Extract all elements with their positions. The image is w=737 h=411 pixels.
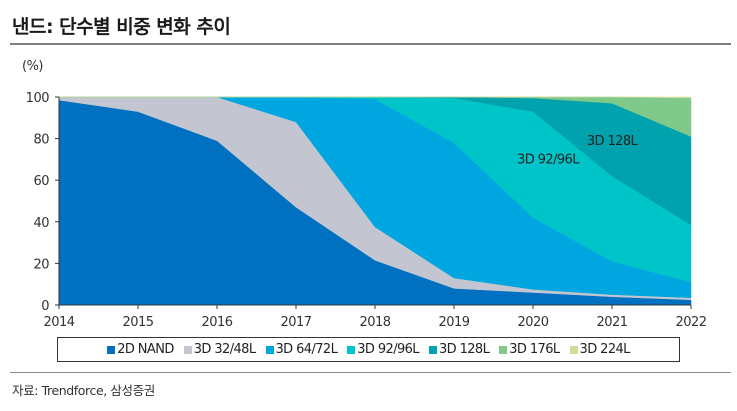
- legend-item-3d-128l: 3D 128L: [428, 342, 490, 357]
- legend-swatch: [499, 345, 508, 354]
- y-tick-label: 60: [33, 174, 49, 189]
- legend-swatch: [428, 345, 437, 354]
- legend-swatch: [183, 345, 192, 354]
- y-tick-label: 0: [41, 299, 49, 314]
- source-note: 자료: Trendforce, 삼성증권: [12, 383, 155, 398]
- x-tick-label: 2014: [43, 315, 74, 330]
- stacked-area-chart: (%) 0 20 40 60 80 100 2014 2015 2016 2017 2018 2019…: [22, 59, 707, 330]
- axes-layer: 0 20 40 60 80 100 2014 2015 2016 2017 2018 2019 2020…: [26, 91, 707, 330]
- annotation-3d-92-96l: 3D 92/96L: [517, 153, 580, 168]
- legend-item-3d-32-48l: 3D 32/48L: [183, 342, 256, 357]
- legend-item-3d-176l: 3D 176L: [499, 342, 560, 357]
- legend-label: 3D 128L: [438, 342, 490, 357]
- area-3d-224l: [59, 96, 692, 99]
- legend-swatch: [347, 345, 356, 354]
- chart-legend: 2D NAND 3D 32/48L 3D 64/72L 3D 92/96L 3D 128…: [57, 337, 680, 362]
- chart-title: 낸드: 단수별 비중 변화 추이: [12, 16, 231, 38]
- legend-label: 3D 176L: [509, 342, 560, 357]
- legend-label: 3D 64/72L: [275, 342, 338, 357]
- x-tick-label: 2015: [122, 315, 153, 330]
- x-tick-label: 2022: [675, 315, 706, 330]
- legend-label: 3D 92/96L: [357, 342, 419, 357]
- y-tick-label: 80: [33, 133, 49, 148]
- legend-swatch: [569, 345, 578, 354]
- y-axis-label: (%): [22, 59, 43, 74]
- y-tick-label: 100: [26, 91, 50, 106]
- title-divider: [10, 43, 731, 45]
- legend-item-2d-nand: 2D NAND: [107, 342, 174, 357]
- x-tick-label: 2018: [359, 315, 390, 330]
- legend-label: 3D 32/48L: [193, 342, 256, 357]
- x-tick-label: 2021: [596, 315, 627, 330]
- x-tick-label: 2017: [280, 315, 311, 330]
- legend-item-3d-224l: 3D 224L: [569, 342, 631, 357]
- legend-label: 2D NAND: [117, 342, 174, 357]
- y-tick-label: 20: [33, 257, 49, 272]
- x-tick-label: 2016: [201, 315, 232, 330]
- legend-item-3d-92-96l: 3D 92/96L: [347, 342, 420, 357]
- y-tick-label: 40: [33, 216, 49, 231]
- area-layer: [58, 96, 692, 306]
- legend-swatch: [265, 345, 274, 354]
- x-tick-label: 2020: [517, 315, 548, 330]
- legend-label: 3D 224L: [579, 342, 631, 357]
- footer-divider: [10, 372, 731, 373]
- legend-swatch: [107, 345, 116, 354]
- x-tick-label: 2019: [438, 315, 469, 330]
- annotation-3d-128l: 3D 128L: [587, 134, 639, 149]
- legend-item-3d-64-72l: 3D 64/72L: [265, 342, 338, 357]
- annotation-layer: 3D 92/96L 3D 128L: [517, 134, 639, 168]
